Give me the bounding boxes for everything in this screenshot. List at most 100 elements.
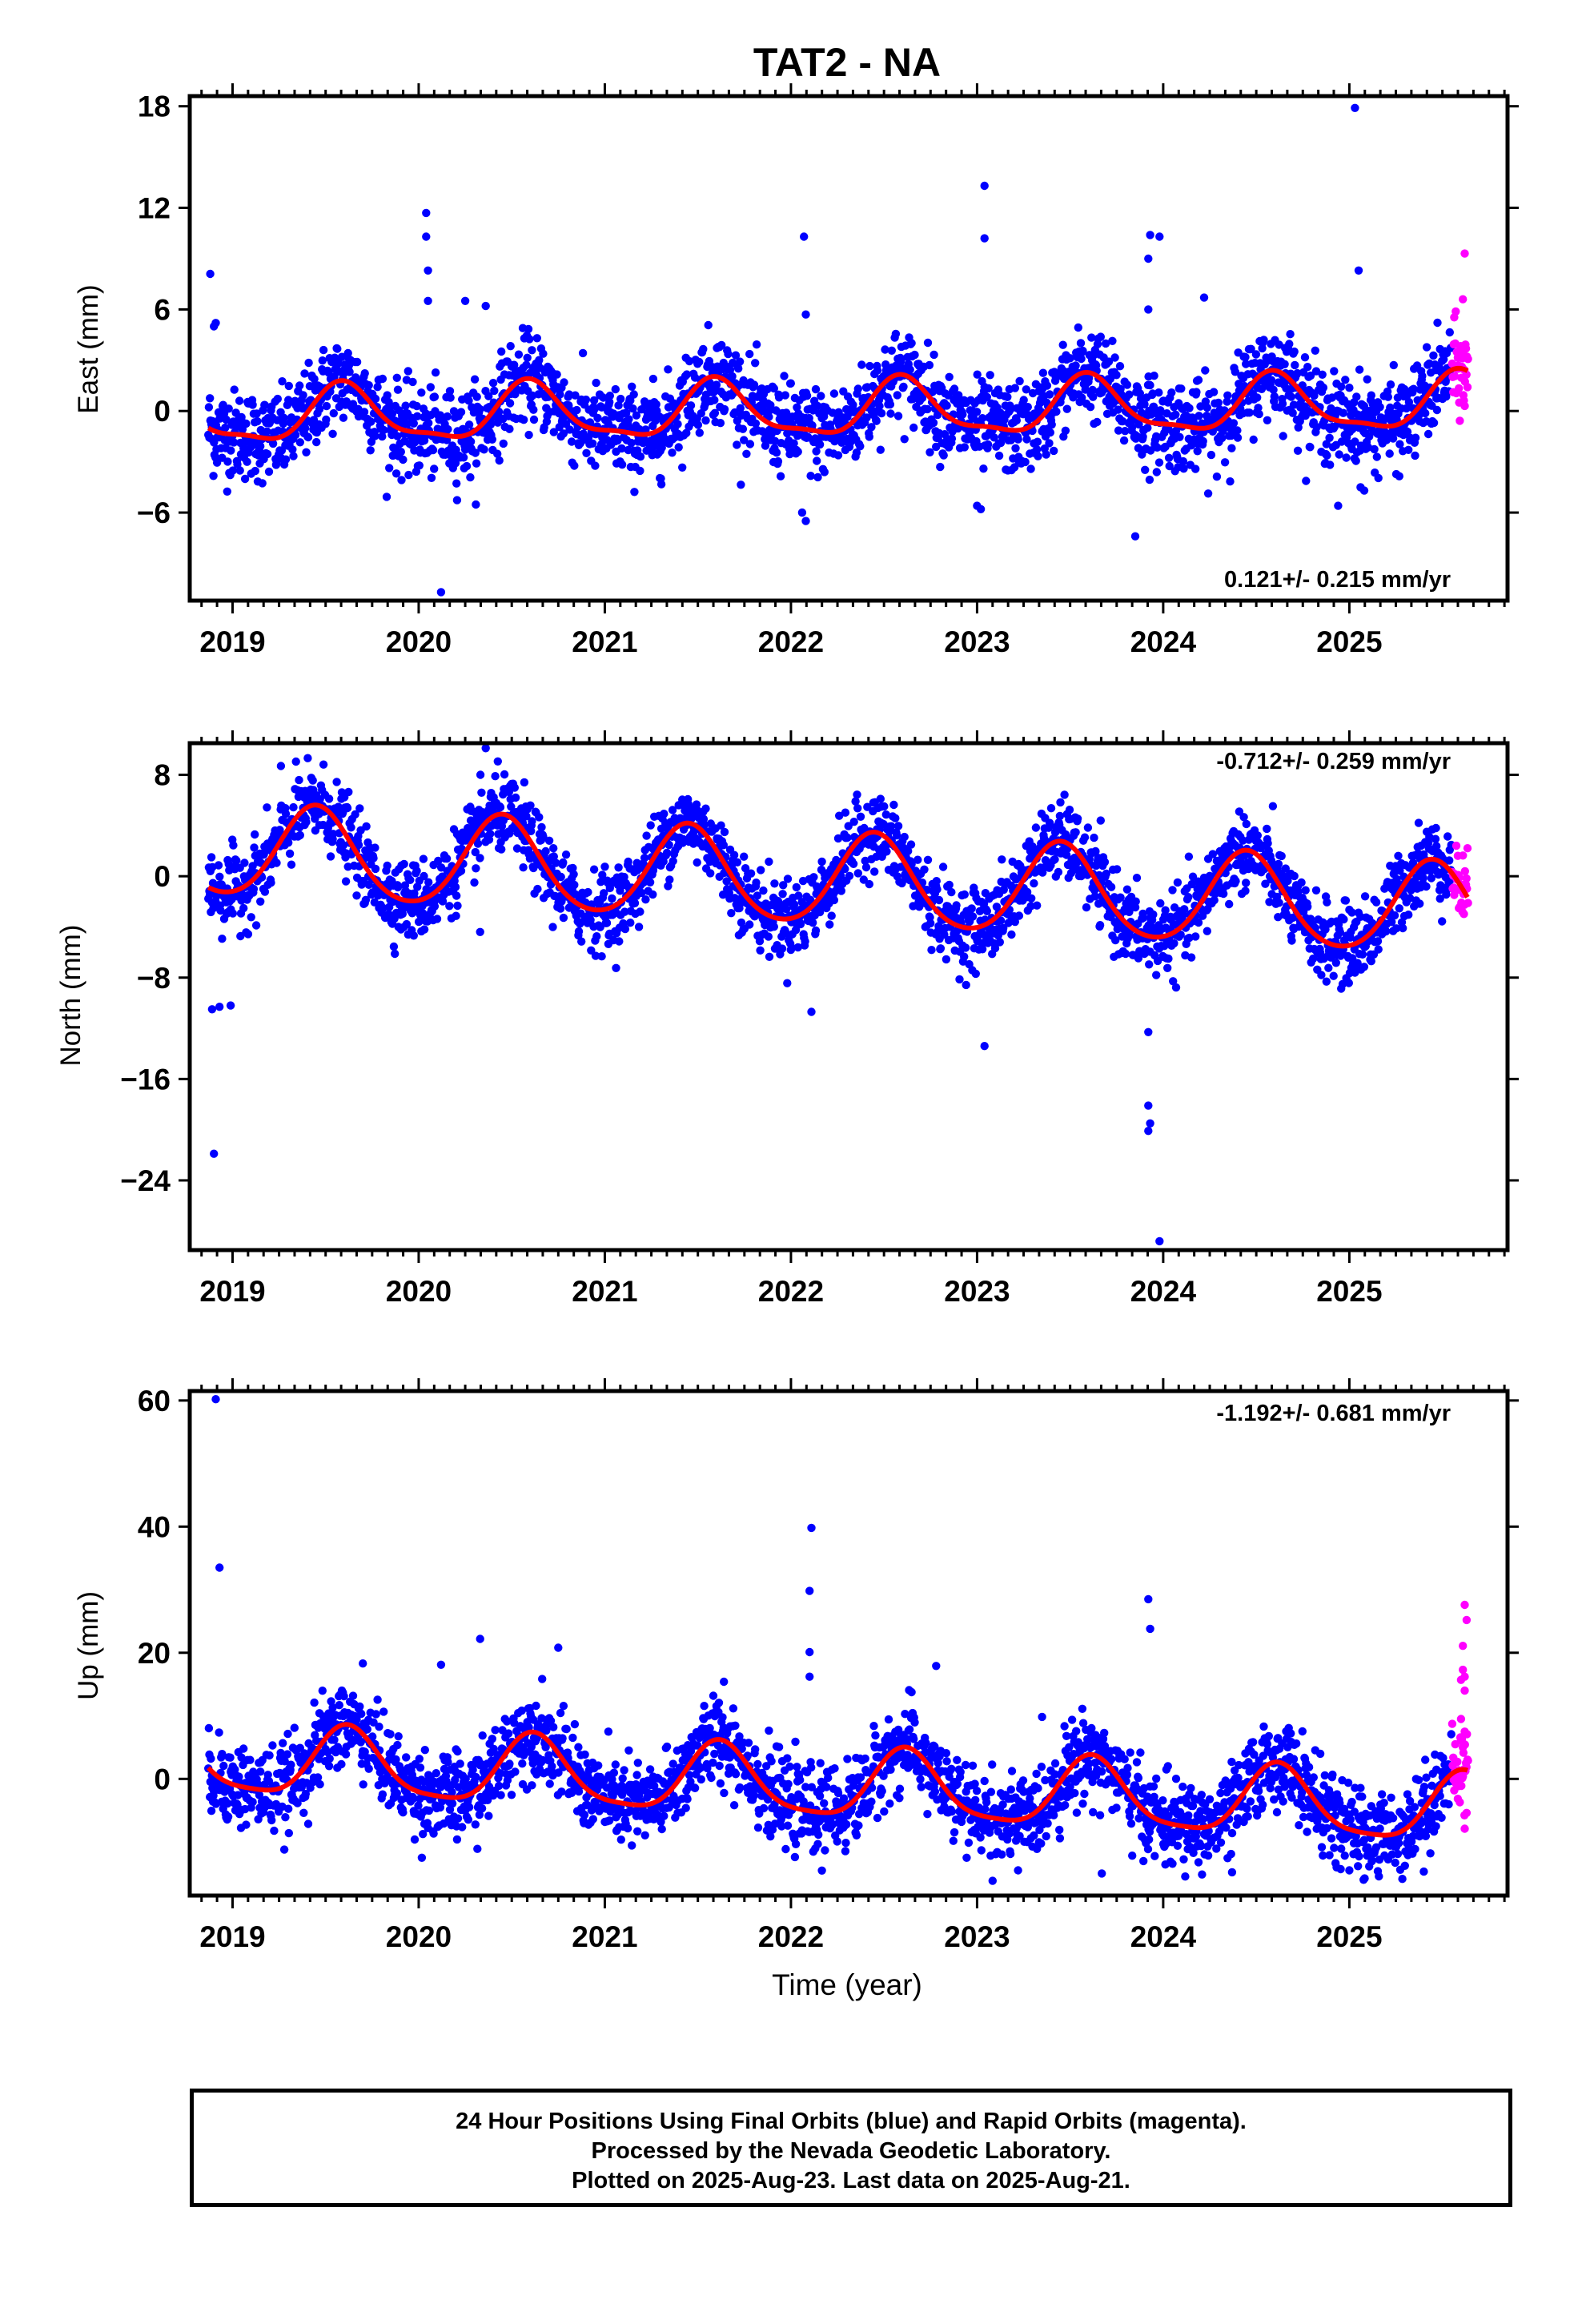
east-final-point xyxy=(801,517,810,525)
east-final-point xyxy=(1012,416,1022,425)
east-final-point xyxy=(695,428,704,437)
north-points xyxy=(204,744,1472,1246)
east-final-point xyxy=(592,378,600,388)
east-final-point xyxy=(1245,408,1254,417)
east-final-point xyxy=(1279,432,1287,440)
east-final-point xyxy=(820,468,829,476)
north-final-point xyxy=(796,919,805,929)
east-y-tick-label: 6 xyxy=(154,293,171,326)
north-final-point xyxy=(442,854,452,863)
east-final-point xyxy=(1110,353,1119,362)
north-final-point xyxy=(472,864,480,873)
north-final-point xyxy=(777,944,787,953)
east-x-tick-label: 2021 xyxy=(572,625,637,658)
east-final-point xyxy=(1042,381,1052,390)
east-y-tick-label: 18 xyxy=(138,90,171,123)
east-final-point xyxy=(893,412,903,420)
east-final-point xyxy=(751,419,761,428)
east-final-point xyxy=(1154,388,1163,397)
east-final-point xyxy=(430,392,440,401)
north-final-point xyxy=(272,858,281,867)
north-final-point xyxy=(1275,899,1283,907)
north-final-point xyxy=(1184,893,1193,902)
east-final-point xyxy=(1285,340,1294,348)
east-rate-label: 0.121+/- 0.215 mm/yr xyxy=(1224,567,1451,593)
north-final-point xyxy=(520,778,529,787)
north-final-point xyxy=(634,923,644,931)
east-final-point xyxy=(1383,392,1393,401)
north-final-point xyxy=(936,944,946,953)
east-final-point xyxy=(359,408,369,416)
east-final-point xyxy=(360,369,369,378)
east-final-point xyxy=(472,459,481,468)
east-final-point xyxy=(251,466,259,476)
east-final-point xyxy=(529,415,539,424)
north-final-point xyxy=(452,911,460,920)
east-final-point xyxy=(1303,363,1312,372)
north-final-point xyxy=(1007,930,1016,939)
east-final-point xyxy=(571,391,580,400)
east-final-point xyxy=(1212,472,1222,481)
north-final-point xyxy=(865,879,874,889)
east-final-point xyxy=(471,448,480,457)
north-final-point xyxy=(853,869,863,878)
east-final-point xyxy=(591,461,600,470)
east-final-point xyxy=(1259,336,1268,344)
north-final-point xyxy=(597,952,606,961)
north-final-point xyxy=(662,848,672,858)
east-final-point xyxy=(1334,501,1343,510)
east-final-point xyxy=(614,401,623,410)
north-final-point xyxy=(752,879,761,887)
north-final-point xyxy=(769,923,778,931)
north-final-point xyxy=(792,883,801,892)
north-final-point xyxy=(1056,798,1065,807)
north-final-point xyxy=(880,802,889,811)
north-final-point xyxy=(247,913,255,922)
north-panel: North (mm) 2019 2020 2021 2022 2023 2024 2025−… xyxy=(55,730,1519,1308)
north-final-point xyxy=(1121,949,1130,959)
east-final-point xyxy=(1227,444,1236,452)
east-final-point xyxy=(1386,380,1395,389)
east-final-point xyxy=(802,392,812,400)
north-final-point xyxy=(493,757,502,766)
east-final-point xyxy=(737,480,745,489)
east-final-point xyxy=(695,357,704,367)
east-final-point xyxy=(751,359,760,368)
north-final-point xyxy=(1210,895,1219,905)
north-final-point xyxy=(602,919,612,927)
east-final-point xyxy=(1432,405,1442,415)
east-final-point xyxy=(1010,384,1020,392)
east-final-point xyxy=(1022,435,1031,444)
north-final-point xyxy=(1242,879,1251,887)
east-final-point xyxy=(626,396,635,405)
east-final-point xyxy=(925,360,934,370)
east-final-point xyxy=(1199,293,1209,302)
north-final-point xyxy=(640,854,649,862)
east-final-point xyxy=(228,466,237,475)
east-final-point xyxy=(470,375,480,384)
east-final-point xyxy=(716,419,725,428)
east-final-point xyxy=(525,335,534,344)
east-final-point xyxy=(495,456,504,465)
north-final-point xyxy=(1225,899,1234,909)
north-final-point xyxy=(982,907,992,916)
north-final-point xyxy=(706,869,715,878)
east-final-point xyxy=(1023,403,1033,412)
east-final-point xyxy=(641,425,650,434)
east-final-point xyxy=(633,446,642,455)
north-final-point xyxy=(971,969,981,979)
north-final-point xyxy=(913,855,922,864)
east-final-point xyxy=(263,427,271,436)
north-final-point xyxy=(1156,899,1165,908)
east-final-point xyxy=(1345,384,1354,392)
east-final-point xyxy=(728,372,737,381)
east-final-point xyxy=(652,400,661,409)
east-final-point xyxy=(885,400,895,409)
east-final-point xyxy=(221,423,230,432)
north-final-point xyxy=(1331,959,1341,967)
north-final-point xyxy=(853,790,861,799)
north-final-point xyxy=(324,794,334,803)
east-final-point xyxy=(281,455,291,464)
east-final-point xyxy=(929,418,938,428)
east-final-point xyxy=(1164,453,1174,462)
